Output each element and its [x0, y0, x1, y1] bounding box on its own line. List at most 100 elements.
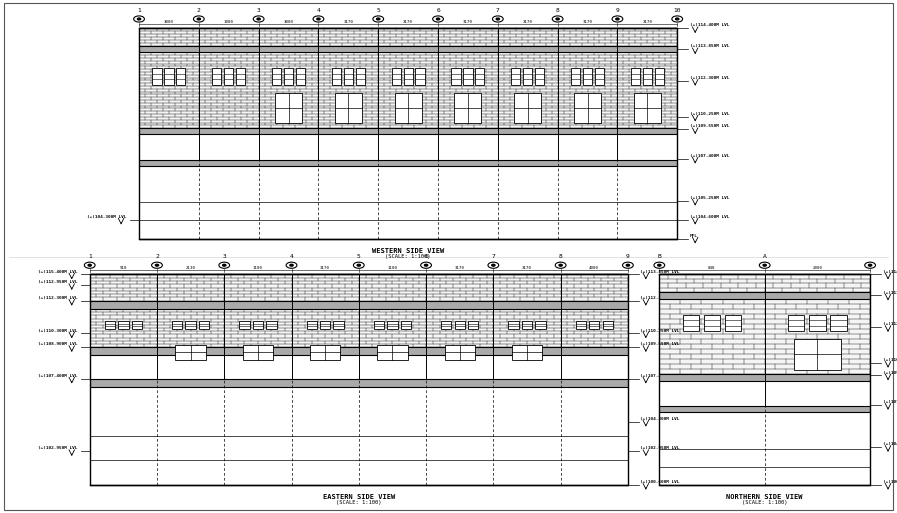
Bar — [90, 274, 157, 301]
Text: 6: 6 — [436, 8, 440, 13]
Bar — [359, 274, 426, 301]
Text: NORTHERN SIDE VIEW: NORTHERN SIDE VIEW — [727, 494, 803, 500]
Text: (+)102.950M LVL: (+)102.950M LVL — [640, 446, 680, 450]
Bar — [292, 309, 359, 347]
Bar — [334, 321, 344, 329]
Bar — [583, 68, 592, 85]
Circle shape — [257, 18, 260, 20]
Circle shape — [675, 18, 679, 20]
Bar — [90, 301, 628, 309]
Bar — [318, 28, 379, 46]
Text: 3170: 3170 — [582, 19, 593, 24]
Text: (+)108.900M LVL: (+)108.900M LVL — [38, 342, 77, 346]
Bar — [441, 321, 451, 329]
Bar — [275, 93, 302, 123]
Text: (+)107.400M LVL: (+)107.400M LVL — [690, 153, 729, 157]
Bar — [199, 52, 258, 128]
Bar — [90, 347, 628, 356]
Bar — [139, 28, 677, 239]
Bar — [809, 314, 825, 331]
Bar — [253, 321, 263, 329]
Circle shape — [437, 18, 440, 20]
Text: WESTERN SIDE VIEW: WESTERN SIDE VIEW — [372, 248, 444, 254]
Text: (+)107.400M LVL: (+)107.400M LVL — [883, 400, 897, 404]
Bar — [558, 52, 617, 128]
Bar — [266, 321, 276, 329]
Bar — [224, 309, 292, 347]
Text: 3000: 3000 — [164, 19, 174, 24]
Bar — [659, 274, 764, 292]
Text: (+)104.300M LVL: (+)104.300M LVL — [640, 417, 680, 421]
Text: (+)113.850M LVL: (+)113.850M LVL — [640, 269, 680, 273]
Text: 3170: 3170 — [642, 19, 652, 24]
Bar — [395, 93, 422, 123]
Text: (+)100.600M LVL: (+)100.600M LVL — [883, 480, 897, 484]
Text: (+)100.600M LVL: (+)100.600M LVL — [640, 480, 680, 484]
Text: 3170: 3170 — [320, 266, 330, 270]
Bar — [199, 321, 209, 329]
Bar — [258, 52, 318, 128]
Text: (+)114.400M LVL: (+)114.400M LVL — [690, 23, 729, 27]
Bar — [659, 292, 870, 299]
Bar — [224, 274, 292, 301]
Bar — [571, 68, 580, 85]
Circle shape — [197, 18, 200, 20]
Circle shape — [88, 264, 91, 266]
Text: 4: 4 — [290, 254, 293, 259]
Bar — [788, 314, 805, 331]
Bar — [90, 309, 157, 347]
Bar — [236, 68, 245, 85]
Bar — [164, 68, 173, 85]
Text: 7: 7 — [496, 8, 500, 13]
Bar — [595, 68, 604, 85]
Bar — [359, 309, 426, 347]
Text: (+)110.250M LVL: (+)110.250M LVL — [883, 358, 897, 362]
Bar — [561, 274, 628, 301]
Text: (+)102.950M LVL: (+)102.950M LVL — [38, 446, 77, 450]
Bar — [631, 68, 640, 85]
Bar — [438, 28, 498, 46]
Bar — [344, 68, 353, 85]
Bar — [438, 52, 498, 128]
Bar — [455, 321, 465, 329]
Text: 1: 1 — [137, 8, 141, 13]
Text: 8: 8 — [556, 8, 560, 13]
Text: 10: 10 — [674, 8, 681, 13]
Bar — [468, 321, 478, 329]
Circle shape — [616, 18, 619, 20]
Text: 4: 4 — [317, 8, 320, 13]
Bar — [493, 274, 561, 301]
Bar — [379, 28, 438, 46]
Bar — [523, 68, 532, 85]
Bar — [310, 345, 340, 360]
Bar — [243, 345, 273, 360]
Text: 4000: 4000 — [589, 266, 599, 270]
Text: (+)107.400M LVL: (+)107.400M LVL — [640, 373, 680, 378]
Text: 3000: 3000 — [283, 19, 293, 24]
Bar — [509, 321, 518, 329]
Text: 3170: 3170 — [403, 19, 414, 24]
Bar — [603, 321, 613, 329]
Text: A: A — [762, 254, 767, 259]
Bar — [589, 321, 599, 329]
Text: 2: 2 — [197, 8, 201, 13]
Text: (+)115.400M LVL: (+)115.400M LVL — [38, 269, 77, 273]
Bar — [139, 46, 677, 52]
Bar — [426, 274, 493, 301]
Bar — [445, 345, 475, 360]
Bar — [177, 68, 186, 85]
Bar — [118, 321, 128, 329]
Bar — [374, 321, 384, 329]
Bar — [139, 128, 677, 134]
Text: 9: 9 — [615, 8, 619, 13]
Bar — [725, 314, 741, 331]
Bar — [561, 309, 628, 347]
Bar — [455, 93, 482, 123]
Bar — [272, 68, 281, 85]
Bar — [704, 314, 720, 331]
Bar — [296, 68, 305, 85]
Circle shape — [492, 264, 495, 266]
Bar — [332, 68, 341, 85]
Bar — [139, 52, 199, 128]
Bar — [392, 68, 401, 85]
